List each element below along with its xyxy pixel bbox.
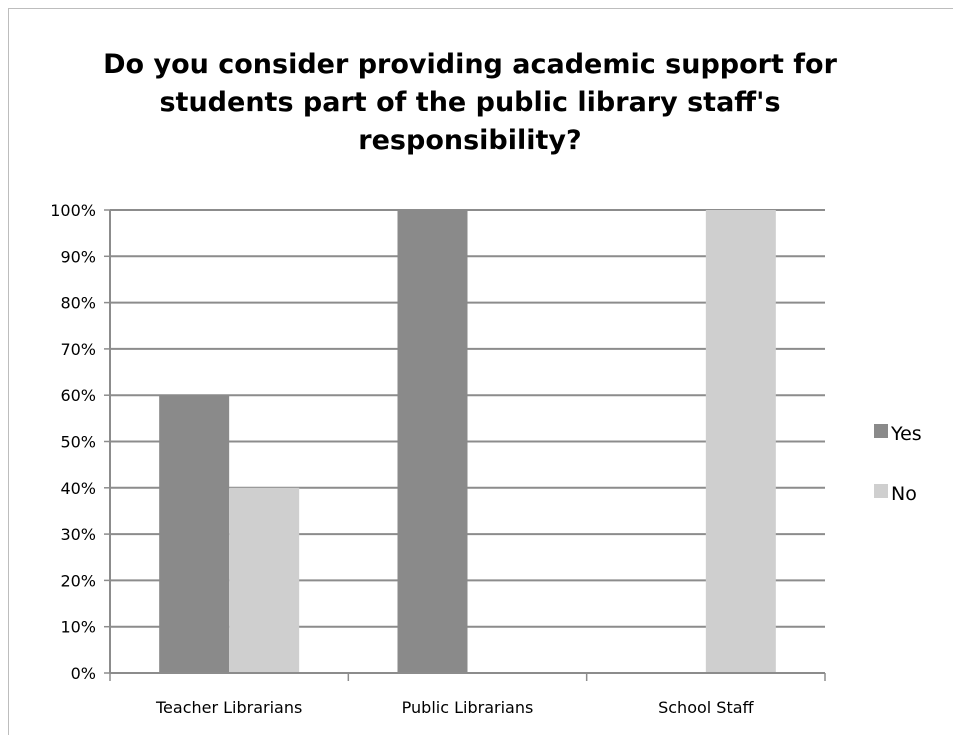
y-tick-label: 80%	[60, 294, 96, 313]
legend: Yes No	[874, 423, 922, 505]
bar-yes	[397, 210, 468, 673]
bars	[159, 210, 776, 673]
legend-swatch-no	[874, 484, 888, 498]
bar-no	[229, 487, 300, 673]
y-tick-label: 90%	[60, 247, 96, 266]
chart-title-line-3: responsibility?	[358, 125, 582, 156]
x-tick-label: Teacher Librarians	[155, 698, 302, 717]
y-tick-label: 60%	[60, 386, 96, 405]
x-tick-label: School Staff	[658, 698, 754, 717]
legend-label-no: No	[891, 483, 917, 505]
chart-title-line-2: students part of the public library staf…	[159, 87, 781, 118]
y-tick-label: 100%	[50, 201, 96, 220]
chart-title: Do you consider providing academic suppo…	[60, 46, 880, 160]
legend-swatch-yes	[874, 424, 888, 438]
y-tick-label: 50%	[60, 433, 96, 452]
y-tick-label: 70%	[60, 340, 96, 359]
y-tick-label: 40%	[60, 479, 96, 498]
y-tick-label: 10%	[60, 618, 96, 637]
bar-yes	[159, 395, 230, 673]
bar-no	[705, 210, 776, 673]
y-tick-label: 30%	[60, 525, 96, 544]
axis-labels: 0% 10% 20% 30% 40% 50% 60% 70% 80% 90% 100% Teacher…	[50, 201, 754, 717]
chart-title-line-1: Do you consider providing academic suppo…	[103, 49, 837, 80]
y-tick-label: 0%	[71, 664, 96, 683]
axes	[104, 209, 826, 681]
legend-label-yes: Yes	[890, 423, 922, 445]
y-tick-label: 20%	[60, 571, 96, 590]
x-tick-label: Public Librarians	[402, 698, 534, 717]
